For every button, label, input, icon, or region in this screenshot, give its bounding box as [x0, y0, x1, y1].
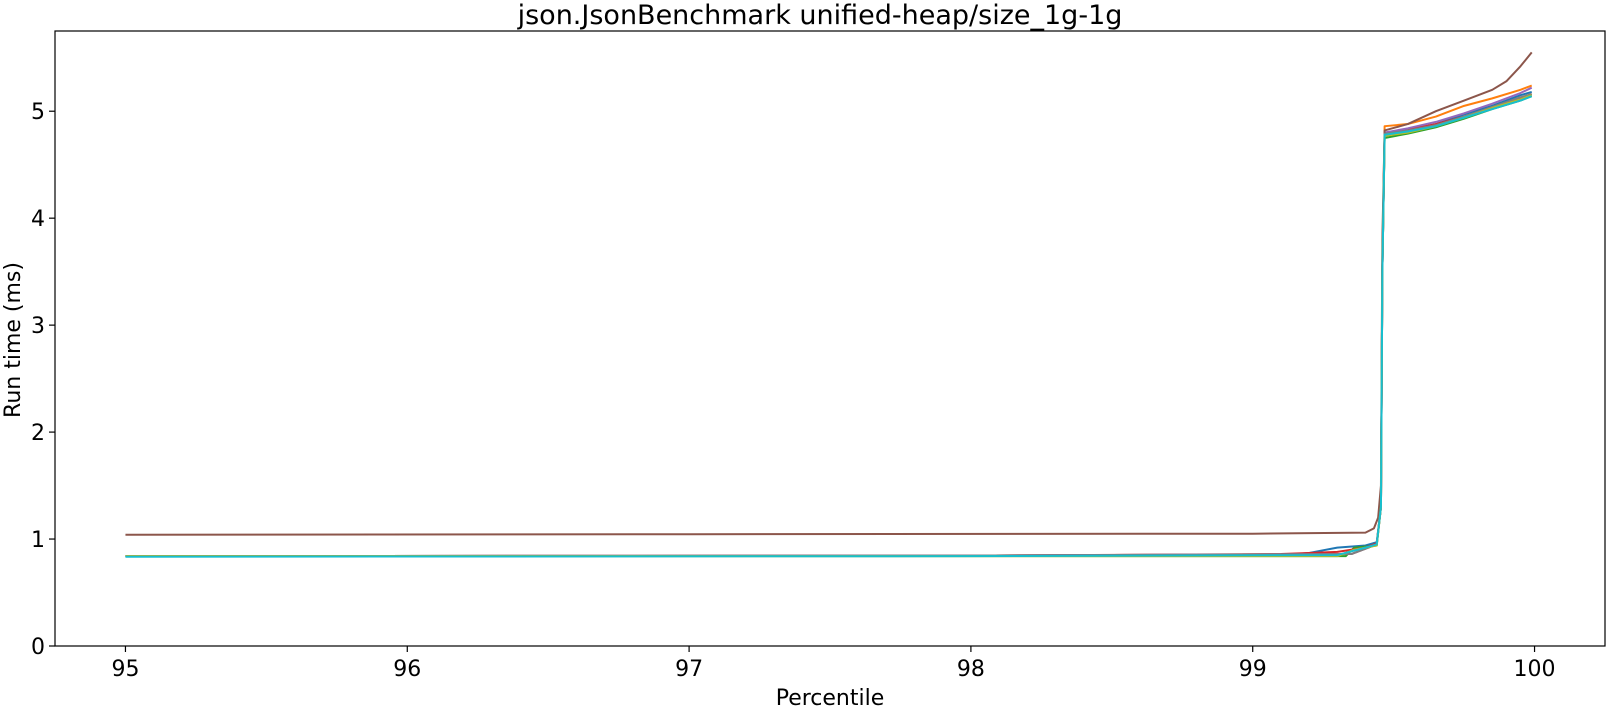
x-tick-label: 99: [1239, 657, 1267, 682]
series-line-3: [125, 95, 1533, 558]
series-line-1: [125, 91, 1533, 558]
y-axis-label: Run time (ms): [1, 262, 26, 418]
y-tick-label: 5: [31, 100, 45, 125]
y-axis: 0 1 2 3 4 5: [31, 100, 55, 660]
series-line-4: [125, 93, 1533, 558]
series-line-7: [125, 93, 1533, 558]
x-axis: 95 96 97 98 99 100: [111, 646, 1556, 682]
x-tick-label: 97: [675, 657, 703, 682]
x-tick-label: 98: [957, 657, 985, 682]
y-tick-label: 2: [31, 421, 45, 446]
y-tick-label: 3: [31, 314, 45, 339]
plot-frame: [54, 30, 1606, 647]
y-tick-label: 4: [31, 207, 45, 232]
x-tick-label: 100: [1514, 657, 1556, 682]
chart-title: json.JsonBenchmark unified-heap/size_1g-…: [517, 0, 1123, 31]
x-axis-label: Percentile: [776, 686, 885, 710]
series-line-2: [125, 84, 1533, 558]
y-tick-label: 0: [31, 635, 45, 660]
x-tick-label: 95: [111, 657, 139, 682]
series-line-6: [125, 51, 1533, 536]
series-line-9: [125, 95, 1533, 558]
plot-area: [125, 51, 1533, 558]
series-line-8: [125, 94, 1533, 558]
series-line-5: [125, 86, 1533, 558]
y-tick-label: 1: [31, 528, 45, 553]
x-tick-label: 96: [393, 657, 421, 682]
